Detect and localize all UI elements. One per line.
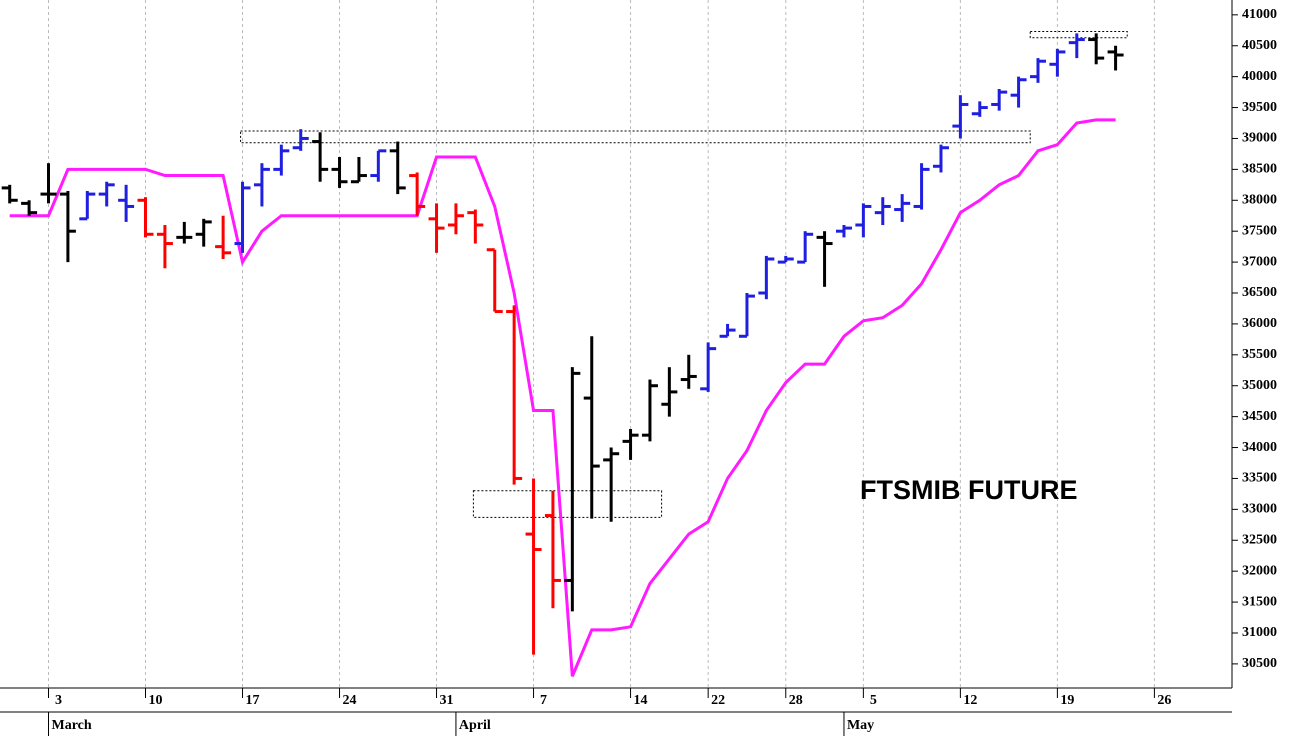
x-tick-label: 31 <box>440 693 454 708</box>
x-tick-label: 22 <box>711 693 725 708</box>
annotation: FTSMIB FUTURE <box>860 475 1077 505</box>
y-tick-label: 33000 <box>1242 502 1277 517</box>
x-tick-label: 3 <box>55 693 62 708</box>
x-tick-label: 24 <box>343 693 357 708</box>
y-tick-label: 30500 <box>1242 656 1277 671</box>
x-tick-label: 5 <box>870 693 877 708</box>
month-label: March <box>52 718 92 733</box>
y-tick-label: 38000 <box>1242 192 1277 207</box>
zone-box <box>1029 31 1128 39</box>
x-tick-label: 7 <box>540 693 547 708</box>
y-tick-label: 38500 <box>1242 162 1277 177</box>
month-label: May <box>847 718 874 733</box>
x-tick-label: 12 <box>963 693 977 708</box>
y-tick-label: 39000 <box>1242 131 1277 146</box>
y-tick-label: 40500 <box>1242 38 1277 53</box>
y-tick-label: 39500 <box>1242 100 1277 115</box>
zone-box <box>472 490 663 518</box>
y-tick-label: 34500 <box>1242 409 1277 424</box>
y-tick-label: 31500 <box>1242 594 1277 609</box>
zone-box <box>240 130 1031 144</box>
month-label: April <box>459 718 491 733</box>
y-tick-label: 35500 <box>1242 347 1277 362</box>
stop-line <box>9 118 1116 677</box>
y-tick-label: 40000 <box>1242 69 1277 84</box>
x-tick-label: 28 <box>789 693 803 708</box>
x-tick-label: 10 <box>149 693 163 708</box>
y-tick-label: 37500 <box>1242 223 1277 238</box>
y-tick-label: 37000 <box>1242 254 1277 269</box>
y-tick-label: 34000 <box>1242 440 1277 455</box>
x-tick-label: 19 <box>1060 693 1074 708</box>
y-tick-label: 36500 <box>1242 285 1277 300</box>
x-tick-label: 17 <box>246 693 260 708</box>
y-tick-label: 32500 <box>1242 532 1277 547</box>
x-tick-label: 14 <box>634 693 648 708</box>
y-tick-label: 41000 <box>1242 7 1277 22</box>
x-tick-label: 26 <box>1157 693 1171 708</box>
y-tick-label: 35000 <box>1242 378 1277 393</box>
y-tick-label: 32000 <box>1242 563 1277 578</box>
y-tick-label: 31000 <box>1242 625 1277 640</box>
y-tick-label: 33500 <box>1242 471 1277 486</box>
y-tick-label: 36000 <box>1242 316 1277 331</box>
